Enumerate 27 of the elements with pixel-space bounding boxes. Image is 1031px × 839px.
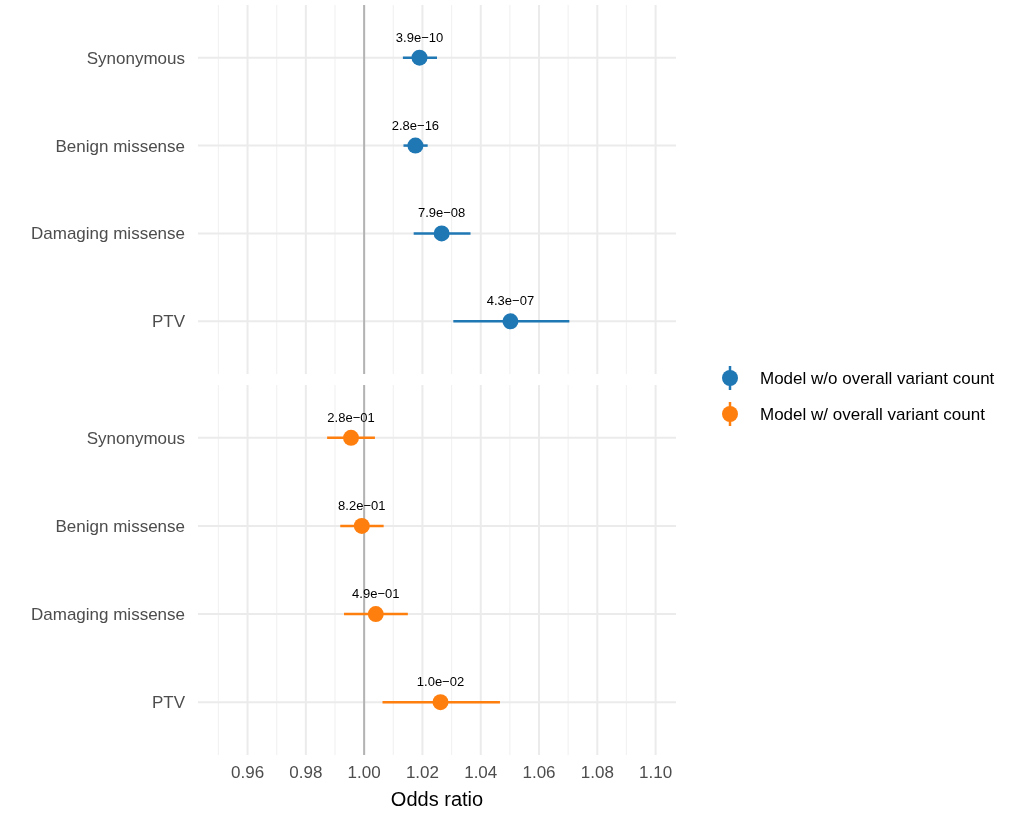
x-tick-label: 1.06 <box>522 763 556 782</box>
y-tick-label: Benign missense <box>55 136 185 156</box>
x-tick-label: 1.02 <box>405 763 439 782</box>
x-tick-label: 1.00 <box>347 763 381 782</box>
annotation: 7.9e−08 <box>417 205 466 221</box>
x-tick-label: 0.96 <box>231 763 265 782</box>
annotation: 3.9e−10 <box>395 29 444 45</box>
y-tick-label: Synonymous <box>86 428 185 448</box>
annotation: 4.9e−01 <box>352 586 400 602</box>
x-tick-label: 1.04 <box>464 763 498 782</box>
x-tick-label: 0.98 <box>289 763 323 782</box>
annotation: 1.0e−02 <box>416 674 465 690</box>
annotation: 2.8e−16 <box>391 117 440 133</box>
annotation: 2.8e−01 <box>327 409 375 425</box>
y-tick-label: Synonymous <box>86 48 185 68</box>
annotation: 8.2e−01 <box>338 497 386 513</box>
annotation: 4.3e−07 <box>486 293 535 309</box>
x-tick-label: 1.10 <box>639 763 673 782</box>
y-tick-label: Benign missense <box>55 516 185 536</box>
y-tick-label: Damaging missense <box>30 605 185 625</box>
y-tick-label: Damaging missense <box>30 224 185 244</box>
legend-label: Model w/o overall variant count <box>760 369 995 388</box>
y-tick-label: PTV <box>151 693 186 713</box>
y-tick-label: PTV <box>151 312 186 332</box>
legend-label: Model w/ overall variant count <box>760 405 986 424</box>
x-axis-title: Odds ratio <box>390 788 484 810</box>
x-tick-label: 1.08 <box>580 763 614 782</box>
